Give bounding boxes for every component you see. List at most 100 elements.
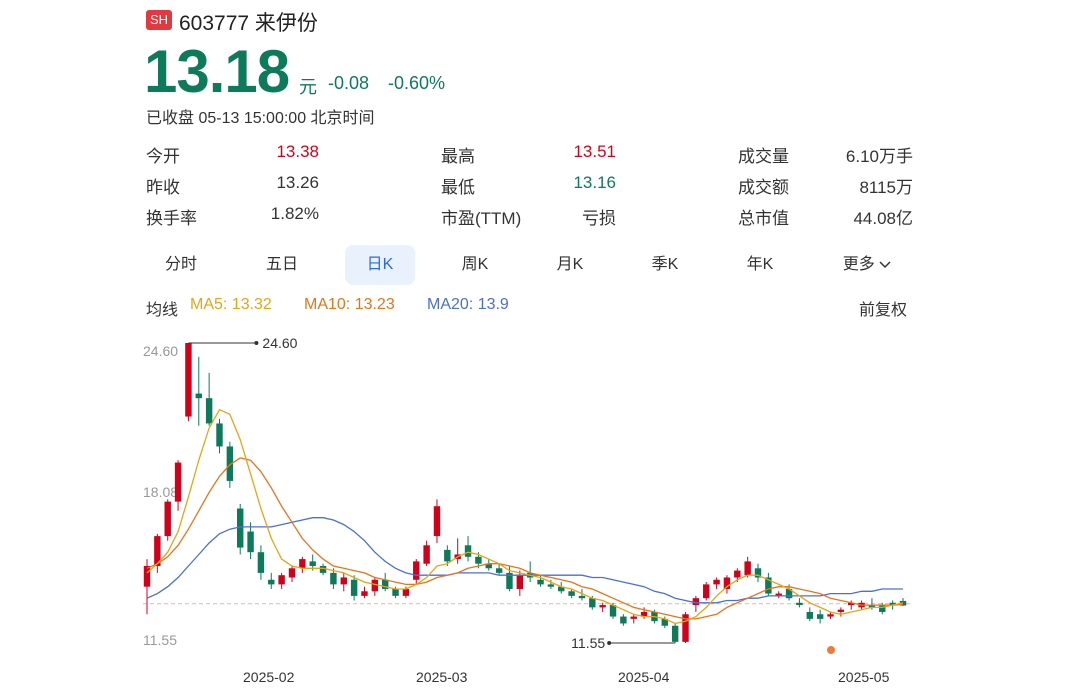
candle-body bbox=[423, 545, 430, 564]
x-tick-label: 2025-04 bbox=[618, 669, 670, 685]
candle-body bbox=[464, 545, 472, 557]
candle-body bbox=[599, 605, 606, 608]
candle-body bbox=[205, 398, 213, 424]
stat-value-turnover: 8115万 bbox=[859, 178, 913, 197]
candle-body bbox=[154, 536, 161, 566]
stat-value-turnover-rate: 1.82% bbox=[270, 204, 319, 223]
candle-body bbox=[620, 616, 627, 624]
candle-body bbox=[640, 611, 648, 617]
x-tick-label: 2025-02 bbox=[243, 669, 295, 685]
stat-value-high: 13.51 bbox=[573, 142, 616, 161]
candle-body bbox=[216, 423, 223, 447]
tab-weekly-k[interactable]: 周K bbox=[461, 256, 489, 273]
chevron-down-icon bbox=[879, 261, 891, 268]
candle-body bbox=[174, 462, 182, 502]
candle-body bbox=[299, 559, 306, 569]
adjust-mode-button[interactable]: 前复权 bbox=[859, 302, 908, 319]
price-unit: 元 bbox=[299, 77, 317, 97]
ma10-value: MA10: 13.23 bbox=[304, 296, 395, 313]
candle-body bbox=[506, 572, 513, 589]
market-status: 已收盘 05-13 15:00:00 北京时间 bbox=[146, 110, 375, 127]
candle-body bbox=[578, 595, 586, 599]
max-price-dot bbox=[254, 341, 259, 345]
candle-body bbox=[278, 575, 285, 585]
candle-body bbox=[775, 593, 782, 596]
y-tick-label: 11.55 bbox=[143, 632, 177, 648]
candle-body bbox=[413, 561, 420, 580]
stat-label-prev-close: 昨收 bbox=[146, 178, 180, 197]
candle-body bbox=[671, 625, 679, 642]
tab-yearly-k[interactable]: 年K bbox=[746, 256, 774, 273]
candle-body bbox=[226, 446, 234, 481]
ma20-value: MA20: 13.9 bbox=[427, 296, 509, 313]
price-change: -0.08 bbox=[328, 73, 370, 93]
ma5-line bbox=[146, 408, 904, 625]
stat-label-turnover: 成交额 bbox=[738, 178, 789, 197]
candle-body bbox=[661, 618, 669, 626]
price-change-pct: -0.60% bbox=[388, 73, 446, 93]
candle-body bbox=[164, 501, 171, 537]
candle-body bbox=[806, 611, 814, 619]
tab-monthly-k[interactable]: 月K bbox=[556, 256, 584, 273]
candle-body bbox=[257, 552, 265, 573]
candle-body bbox=[247, 531, 254, 553]
candle-body bbox=[402, 588, 410, 596]
candle-body bbox=[744, 561, 751, 576]
stock-code-name: 603777 来伊份 bbox=[179, 12, 318, 35]
stat-value-low: 13.16 bbox=[573, 173, 616, 192]
candle-body bbox=[816, 614, 824, 619]
tab-more-label: 更多 bbox=[842, 256, 875, 273]
candle-body bbox=[589, 598, 596, 608]
max-price-label: 24.60 bbox=[262, 335, 297, 351]
candle-body bbox=[330, 572, 337, 585]
candle-body bbox=[723, 577, 731, 589]
stat-label-turnover-rate: 换手率 bbox=[146, 209, 197, 228]
candle-body bbox=[444, 549, 451, 562]
candle-body bbox=[785, 588, 793, 599]
candle-body bbox=[547, 584, 555, 587]
candle-body bbox=[319, 565, 327, 573]
candle-body bbox=[868, 605, 876, 608]
candle-body bbox=[827, 614, 834, 617]
tab-more[interactable]: 更多 bbox=[832, 245, 902, 285]
stat-value-prev-close: 13.26 bbox=[276, 173, 319, 192]
current-price: 13.18 bbox=[144, 38, 290, 105]
event-marker-dot bbox=[827, 646, 835, 654]
candle-body bbox=[879, 605, 886, 612]
candle-body bbox=[392, 588, 399, 596]
ma-label: 均线 bbox=[146, 302, 179, 319]
candle-body bbox=[754, 568, 762, 578]
candle-body bbox=[268, 579, 275, 585]
candle-body bbox=[734, 570, 741, 578]
stat-value-market-cap: 44.08亿 bbox=[853, 209, 913, 228]
candle-body bbox=[371, 579, 379, 592]
candle-body bbox=[236, 508, 244, 548]
tab-daily-k[interactable]: 日K bbox=[345, 245, 415, 285]
stat-label-market-cap: 总市值 bbox=[738, 209, 789, 228]
y-tick-label: 24.60 bbox=[143, 343, 178, 359]
tab-quarterly-k[interactable]: 季K bbox=[651, 256, 679, 273]
ma20-line bbox=[146, 517, 903, 604]
ma10-line bbox=[146, 457, 904, 620]
candle-body bbox=[765, 577, 772, 594]
candle-body bbox=[537, 579, 544, 585]
stat-value-pe: 亏损 bbox=[582, 209, 616, 228]
candle-body bbox=[609, 605, 617, 617]
candle-body bbox=[309, 561, 316, 566]
tab-five-day[interactable]: 五日 bbox=[265, 256, 298, 273]
candle-body bbox=[143, 565, 151, 587]
stat-label-high: 最高 bbox=[441, 147, 475, 166]
stat-value-volume: 6.10万手 bbox=[845, 147, 913, 166]
candle-body bbox=[837, 609, 845, 612]
tab-intraday[interactable]: 分时 bbox=[164, 256, 197, 273]
x-tick-label: 2025-05 bbox=[838, 669, 890, 685]
candle-body bbox=[495, 568, 503, 573]
candle-body bbox=[692, 598, 700, 606]
candle-body bbox=[713, 579, 720, 585]
stat-label-open: 今开 bbox=[146, 147, 180, 166]
candle-body bbox=[381, 579, 389, 589]
stat-label-volume: 成交量 bbox=[738, 147, 789, 166]
candle-body bbox=[889, 602, 896, 606]
candle-body bbox=[568, 591, 575, 596]
